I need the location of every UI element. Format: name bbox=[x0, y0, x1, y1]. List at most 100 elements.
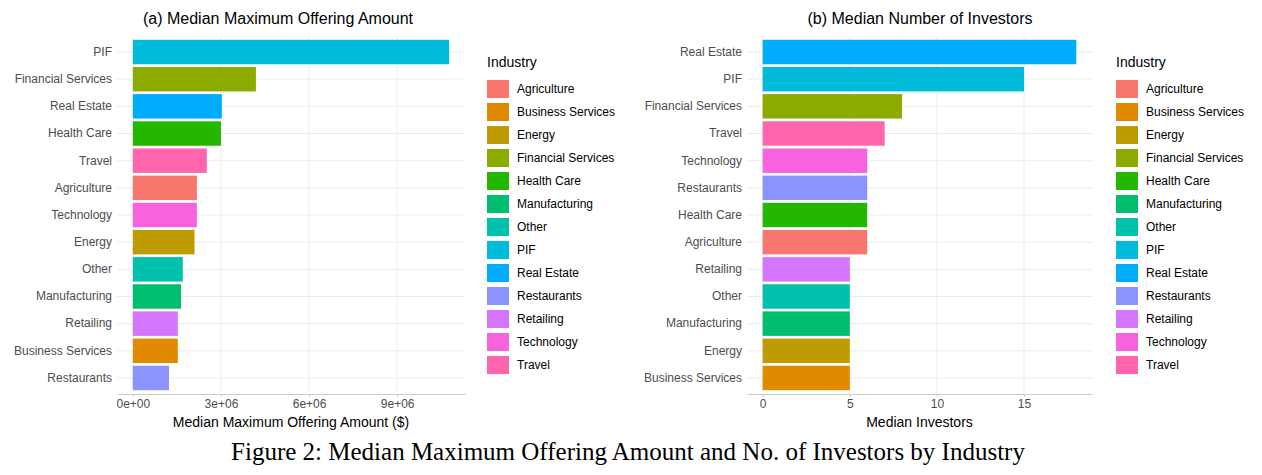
tick: Retailing bbox=[65, 316, 117, 330]
tick: 10 bbox=[931, 394, 945, 411]
tick-label: Agriculture bbox=[685, 235, 743, 249]
tick: PIF bbox=[93, 45, 117, 59]
title: (a) Median Maximum Offering Amount bbox=[143, 10, 414, 27]
legend-swatch bbox=[1116, 218, 1138, 236]
tick: 15 bbox=[1018, 394, 1032, 411]
tick-label: Health Care bbox=[48, 126, 112, 140]
tick-label: Real Estate bbox=[680, 45, 742, 59]
legend-label: Business Services bbox=[517, 105, 615, 119]
y-axis: Real EstatePIFFinancial ServicesTravelTe… bbox=[644, 37, 748, 395]
tick: Energy bbox=[74, 235, 117, 249]
tick: 0 bbox=[760, 394, 767, 411]
axis-title: Median Maximum Offering Amount ($) bbox=[173, 414, 409, 430]
tick-label: PIF bbox=[723, 72, 742, 86]
tick: Restaurants bbox=[677, 181, 747, 195]
legend-swatch bbox=[487, 310, 509, 328]
legend: IndustryAgricultureBusiness ServicesEner… bbox=[1116, 54, 1244, 374]
tick: Retailing bbox=[695, 262, 747, 276]
tick: Manufacturing bbox=[666, 316, 747, 330]
tick: Restaurants bbox=[47, 371, 117, 385]
tick: Financial Services bbox=[645, 99, 747, 113]
legend-label: Travel bbox=[1146, 358, 1179, 372]
tick: 5 bbox=[847, 394, 854, 411]
grid bbox=[117, 36, 465, 394]
legend-label: Real Estate bbox=[517, 266, 579, 280]
tick: 9e+06 bbox=[381, 394, 415, 411]
legend-swatch bbox=[487, 172, 509, 190]
tick: Financial Services bbox=[15, 72, 117, 86]
legend-label: Business Services bbox=[1146, 105, 1244, 119]
tick: 3e+06 bbox=[205, 394, 239, 411]
axis-title: Median Investors bbox=[866, 414, 973, 430]
tick-label: 15 bbox=[1018, 397, 1032, 411]
legend-label: Retailing bbox=[1146, 312, 1193, 326]
tick: Business Services bbox=[14, 344, 117, 358]
legend-swatch bbox=[1116, 126, 1138, 144]
bar bbox=[763, 284, 850, 308]
bar bbox=[133, 230, 195, 254]
bars bbox=[133, 40, 449, 390]
axis-line bbox=[117, 37, 118, 395]
legend-label: Health Care bbox=[517, 174, 581, 188]
legend-swatch bbox=[487, 264, 509, 282]
legend-swatch bbox=[487, 149, 509, 167]
tick: Health Care bbox=[48, 126, 117, 140]
legend-swatch bbox=[1116, 310, 1138, 328]
legend-label: Manufacturing bbox=[1146, 197, 1222, 211]
tick-label: Business Services bbox=[644, 371, 742, 385]
legend-swatch bbox=[1116, 80, 1138, 98]
legend-swatch bbox=[1116, 241, 1138, 259]
legend-swatch bbox=[1116, 172, 1138, 190]
legend-swatch bbox=[487, 195, 509, 213]
legend-swatch bbox=[487, 356, 509, 374]
legend-title: Industry bbox=[1116, 54, 1166, 70]
legend-swatch bbox=[1116, 103, 1138, 121]
bar bbox=[133, 67, 256, 91]
tick-label: Energy bbox=[74, 235, 112, 249]
tick-label: 0e+00 bbox=[117, 397, 151, 411]
legend-swatch bbox=[487, 241, 509, 259]
tick: Travel bbox=[79, 154, 117, 168]
bar bbox=[763, 121, 885, 145]
tick: Technology bbox=[681, 154, 747, 168]
tick: Business Services bbox=[644, 371, 747, 385]
panel: 0 5 10 15 Real Estate PIF Financial Services Tr… bbox=[644, 10, 1244, 430]
legend-swatch bbox=[487, 126, 509, 144]
bar bbox=[133, 203, 197, 227]
tick-label: Other bbox=[82, 262, 112, 276]
title: (b) Median Number of Investors bbox=[808, 10, 1033, 27]
tick: Technology bbox=[51, 208, 117, 222]
legend-label: Technology bbox=[517, 335, 578, 349]
legend-label: Other bbox=[1146, 220, 1176, 234]
tick-label: Financial Services bbox=[15, 72, 112, 86]
legend-swatch bbox=[1116, 149, 1138, 167]
tick-label: 9e+06 bbox=[381, 397, 415, 411]
bar bbox=[763, 67, 1024, 91]
legend-swatch bbox=[487, 333, 509, 351]
tick-label: 6e+06 bbox=[293, 397, 327, 411]
tick-label: Restaurants bbox=[677, 181, 742, 195]
bar bbox=[763, 311, 850, 335]
legend-swatch bbox=[1116, 356, 1138, 374]
tick: Energy bbox=[704, 344, 747, 358]
caption: Figure 2: Median Maximum Offering Amount… bbox=[231, 438, 1025, 465]
axis-line bbox=[118, 394, 466, 395]
bar bbox=[763, 94, 902, 118]
legend-label: Travel bbox=[517, 358, 550, 372]
tick: Agriculture bbox=[55, 181, 117, 195]
legend-swatch bbox=[1116, 333, 1138, 351]
legend-label: PIF bbox=[517, 243, 536, 257]
legend-title: Industry bbox=[487, 54, 537, 70]
tick-label: Technology bbox=[51, 208, 112, 222]
bars bbox=[763, 40, 1077, 390]
grid-line bbox=[117, 377, 465, 378]
tick: Health Care bbox=[678, 208, 747, 222]
bar bbox=[763, 176, 868, 200]
legend: IndustryAgricultureBusiness ServicesEner… bbox=[487, 54, 615, 374]
tick-label: Other bbox=[712, 289, 742, 303]
legend-swatch bbox=[1116, 195, 1138, 213]
tick-label: Manufacturing bbox=[36, 289, 112, 303]
figure: 0e+00 3e+06 6e+06 9e+06 PIF Financial Service… bbox=[0, 0, 1262, 475]
legend-swatch bbox=[1116, 287, 1138, 305]
tick: Real Estate bbox=[680, 45, 747, 59]
